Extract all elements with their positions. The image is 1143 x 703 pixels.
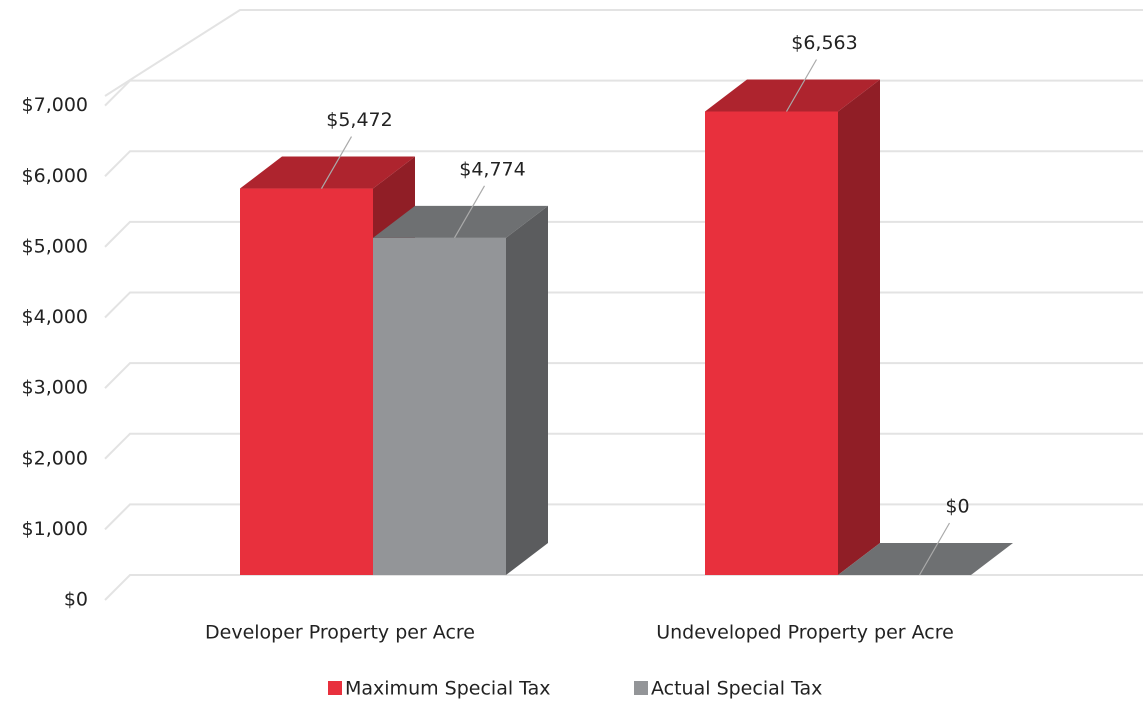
y-tick-label: $7,000 — [22, 94, 88, 116]
leader-line — [320, 136, 353, 189]
leader-line — [918, 522, 951, 576]
grid-line — [104, 79, 1143, 107]
grid-line — [104, 150, 1143, 177]
y-tick-label: $1,000 — [22, 518, 88, 540]
bar-front — [373, 237, 506, 575]
y-tick-label: $2,000 — [22, 447, 88, 469]
bar-top — [705, 79, 880, 112]
grid-frame — [104, 9, 1143, 97]
x-tick-label: Developer Property per Acre — [205, 622, 475, 644]
value-label: $4,774 — [459, 158, 525, 180]
grid-line — [104, 574, 1143, 601]
legend-swatch — [634, 681, 648, 695]
leader-line — [453, 185, 486, 239]
bar-top — [373, 205, 548, 238]
bar-side — [838, 79, 880, 575]
x-tick-label: Undeveloped Property per Acre — [656, 622, 954, 644]
value-label: $0 — [945, 496, 969, 518]
y-tick-label: $0 — [64, 589, 88, 611]
y-tick-label: $5,000 — [22, 235, 88, 257]
y-tick-label: $6,000 — [22, 165, 88, 187]
bar-top — [838, 543, 1013, 575]
leader-line — [785, 59, 818, 112]
y-tick-label: $4,000 — [22, 306, 88, 328]
bar-top — [240, 156, 415, 189]
y-tick-label: $3,000 — [22, 377, 88, 399]
legend-label: Maximum Special Tax — [345, 678, 551, 700]
value-label: $6,563 — [791, 32, 857, 54]
legend-label: Actual Special Tax — [651, 678, 822, 700]
legend-swatch — [328, 681, 342, 695]
bar-front — [705, 111, 838, 575]
value-label: $5,472 — [326, 109, 392, 131]
bar-side — [506, 205, 548, 575]
bar-front — [240, 188, 373, 576]
